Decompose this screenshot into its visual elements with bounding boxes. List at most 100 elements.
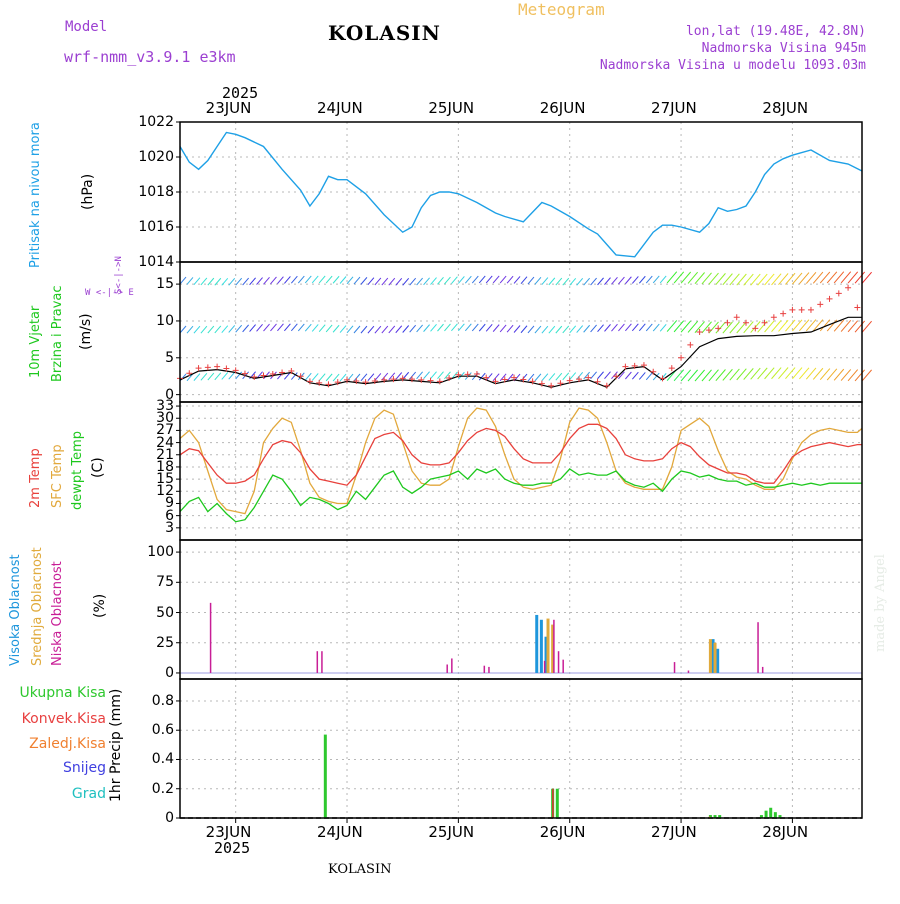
gust-mark [436, 378, 443, 385]
wind-barb [506, 275, 514, 284]
compass-n: N [114, 256, 124, 262]
wind-barb [645, 275, 653, 284]
wind-barb [847, 320, 859, 333]
wind-barb [451, 323, 458, 332]
ytick-temp-0: 3 [165, 519, 174, 536]
wind-barb [680, 320, 692, 333]
sfc-label: SFC Temp [50, 444, 65, 508]
gust-mark [464, 371, 471, 378]
wind-barb [471, 275, 479, 284]
precip-bar [773, 812, 777, 818]
wind-barb [764, 273, 775, 286]
wind-barb [798, 319, 810, 332]
wind-barb [631, 323, 639, 332]
wind-barb [569, 277, 577, 286]
wind-barb [367, 277, 375, 285]
wind-barb [457, 323, 465, 332]
wind-barb [847, 369, 859, 382]
wind-barb [506, 373, 514, 382]
wind-barb [631, 371, 639, 380]
gust-mark [306, 378, 313, 385]
wind-barb [833, 271, 845, 284]
wind-barb [840, 369, 852, 381]
wind-barb [284, 276, 291, 284]
wind-barb [325, 373, 333, 382]
dew-label: dewpt Temp [70, 430, 85, 510]
wind-barb [687, 369, 699, 382]
gust-mark [845, 284, 852, 291]
wind-barb [722, 321, 733, 334]
wind-barb [457, 276, 465, 284]
gust-mark [817, 301, 824, 308]
year-top: 2025 [222, 84, 259, 102]
ytick-wind-0: 0 [165, 386, 174, 403]
wind-barb [715, 321, 726, 334]
wind-barb [854, 320, 866, 333]
wind-barb [228, 277, 236, 286]
wind-barb [200, 325, 208, 334]
wind-barb [360, 373, 368, 382]
ytick-cloud-3: 75 [156, 574, 174, 591]
gust-mark [511, 374, 518, 381]
wind-barb [736, 368, 747, 381]
wind-barb [729, 368, 740, 381]
ytick-pressure-4: 1022 [138, 114, 174, 130]
pressure-line [179, 131, 863, 258]
pressure-unit: (hPa) [80, 173, 96, 210]
gust-mark [696, 329, 703, 335]
wind-barb [652, 372, 660, 381]
gust-mark [548, 382, 555, 389]
t2m-line [179, 423, 862, 486]
cloud-bar-mid [708, 639, 712, 673]
wind-barb [534, 325, 542, 334]
t2m-label: 2m Temp [28, 448, 43, 508]
gust-mark [687, 341, 694, 348]
day-label-top-3: 26JUN [539, 99, 586, 117]
wind-barb [757, 367, 768, 380]
wind-barb [826, 368, 838, 381]
gust-mark [566, 377, 573, 384]
model-elevation: Nadmorska Visina u modelu 1093.03m [599, 58, 866, 73]
cloud-bar-mid [713, 642, 717, 673]
wind-barb [812, 367, 824, 380]
wind-barb [242, 324, 250, 333]
pressure-label: Pritisak na nivou mora [28, 122, 43, 268]
wind-barb [541, 277, 549, 285]
wind-barb [284, 323, 291, 332]
ytick-cloud-0: 0 [165, 664, 174, 681]
wind-barb [597, 324, 604, 332]
wind-barb [346, 325, 354, 334]
gust-mark [613, 373, 620, 380]
gust-mark [408, 376, 415, 383]
precip-bar [323, 734, 327, 818]
cloud-bar-mid [546, 618, 550, 673]
cloud-unit: (%) [92, 593, 108, 618]
wind-barb [395, 325, 403, 334]
precip-bar [555, 788, 559, 818]
wind-barb [590, 371, 597, 380]
wind-barb [576, 371, 584, 380]
gust-mark [195, 365, 202, 372]
wind-barb [242, 277, 250, 286]
wind-barb [451, 276, 458, 285]
temp-unit: (C) [90, 457, 106, 478]
year-bottom: 2025 [214, 839, 251, 857]
gust-mark [594, 378, 601, 385]
wind-barb [778, 319, 789, 332]
wind-barb [736, 321, 747, 334]
wind-barb [297, 275, 305, 284]
wind-barb [708, 321, 719, 334]
wind-barb [388, 277, 396, 286]
wind-barb [527, 325, 535, 334]
panel-pressure-bg [180, 122, 862, 262]
wind-barb [805, 367, 817, 380]
ytick-pressure-3: 1020 [138, 149, 174, 165]
wind-barb [666, 320, 678, 332]
day-label-bottom-0: 23JUN [205, 823, 252, 841]
model-name: wrf-nmm_v3.9.1 e3km [64, 48, 236, 66]
precip-bar [713, 815, 717, 818]
wind-barb [833, 319, 845, 332]
wind-barb [555, 372, 563, 381]
wind-barb [471, 323, 479, 332]
cloud-bar-low [543, 660, 546, 673]
